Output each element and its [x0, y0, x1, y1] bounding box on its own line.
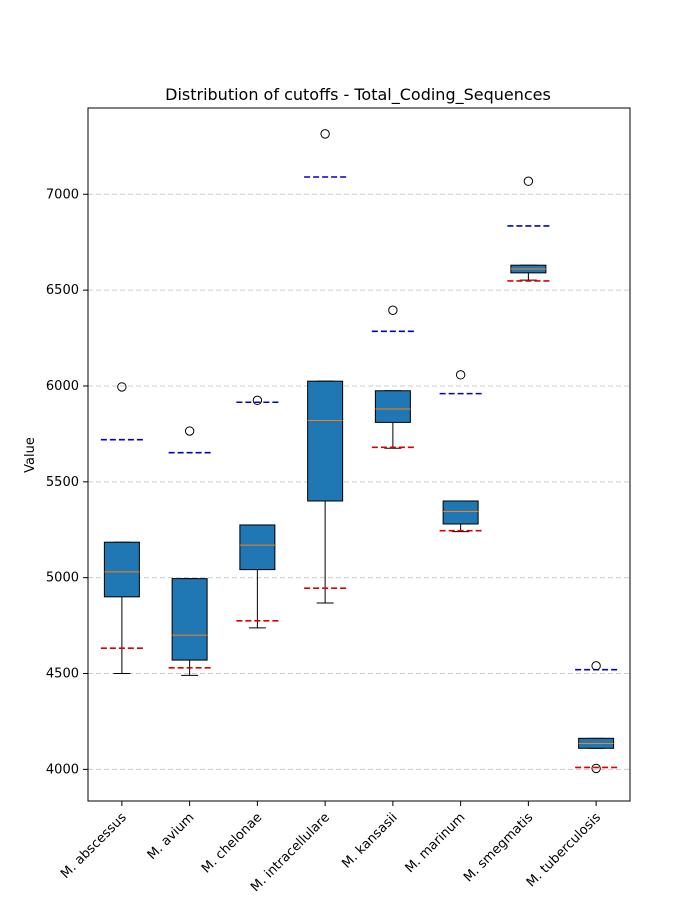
chart-title: Distribution of cutoffs - Total_Coding_S… — [165, 85, 551, 105]
x-tick-label: M. smegmatis — [461, 810, 536, 885]
x-tick-label: M. marinum — [403, 810, 469, 876]
outlier-point — [184, 426, 195, 436]
box-iqr — [442, 500, 479, 525]
box-iqr — [171, 578, 208, 661]
x-tick-label: M. kansasii — [339, 810, 400, 871]
plot-marks — [100, 129, 618, 774]
y-tick-label: 7000 — [46, 187, 79, 202]
x-tick-label: M. tuberculosis — [524, 810, 604, 890]
outlier-point — [523, 176, 534, 186]
box-iqr — [239, 524, 276, 571]
y-tick-label: 5000 — [46, 571, 79, 586]
y-tick-label: 4000 — [46, 762, 79, 777]
box-iqr — [307, 380, 344, 502]
x-tick-label: M. abscessus — [58, 810, 130, 882]
box-iqr — [374, 390, 411, 423]
y-tick-label: 6000 — [46, 379, 79, 394]
outlier-point — [252, 395, 263, 406]
box-iqr — [103, 541, 140, 598]
y-axis-label: Value — [23, 437, 38, 473]
x-tick-label: M. chelonae — [199, 810, 265, 876]
x-tick-label: M. avium — [145, 810, 198, 863]
outlier-point — [591, 661, 601, 671]
outlier-point — [117, 382, 127, 392]
outlier-point — [320, 129, 330, 139]
outlier-point — [388, 305, 398, 315]
y-tick-label: 5500 — [46, 475, 79, 490]
grid-lines — [88, 193, 630, 770]
y-tick-label: 4500 — [46, 667, 79, 682]
y-tick-label: 6500 — [46, 283, 79, 298]
outlier-point — [591, 763, 601, 774]
plot-frame — [87, 107, 631, 802]
outlier-point — [455, 370, 466, 380]
